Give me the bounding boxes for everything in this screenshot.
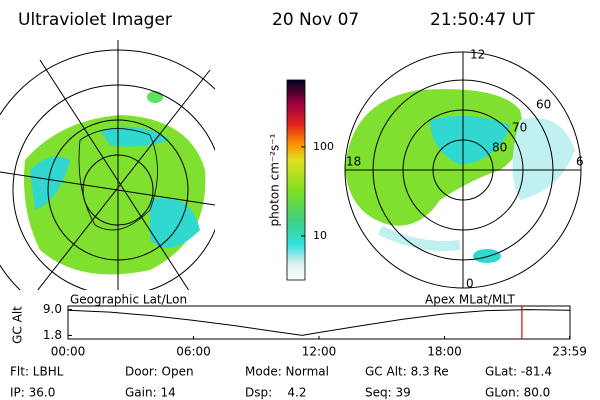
status: GLat: -81.4 bbox=[485, 365, 552, 379]
status: IP: 36.0 bbox=[10, 386, 55, 400]
status: Door: Open bbox=[125, 365, 194, 379]
status: Dsp: 4.2 bbox=[245, 386, 307, 400]
magnetic-map bbox=[345, 89, 575, 263]
x-tick-label: 12:00 bbox=[302, 345, 337, 359]
mlt-label: 0 bbox=[466, 277, 474, 291]
status: GLon: 80.0 bbox=[485, 386, 550, 400]
y-tick-label: 1.8 bbox=[43, 328, 62, 342]
y-tick-label: 9.0 bbox=[43, 302, 62, 316]
alt-line bbox=[67, 309, 571, 336]
colorbar-label: photon cm⁻²s⁻¹ bbox=[268, 133, 282, 226]
status: Seq: 39 bbox=[365, 386, 411, 400]
time: 21:50:47 UT bbox=[430, 10, 535, 30]
status: Gain: 14 bbox=[125, 386, 176, 400]
mlt-label: 6 bbox=[576, 155, 584, 169]
map-label: Apex MLat/MLT bbox=[425, 293, 515, 307]
lat-label: 80 bbox=[492, 141, 507, 155]
polar-grid bbox=[344, 51, 582, 289]
mlt-label: 12 bbox=[470, 48, 485, 62]
lat-label: 70 bbox=[512, 121, 527, 135]
alt-frame bbox=[67, 305, 571, 340]
status: GC Alt: 8.3 Re bbox=[365, 365, 449, 379]
alt-label: GC Alt bbox=[11, 306, 25, 344]
x-tick-label: 23:59 bbox=[552, 345, 587, 359]
map-label: Geographic Lat/Lon bbox=[70, 293, 187, 307]
colorbar-tick-label: 10 bbox=[313, 229, 327, 242]
colorbar-tick-label: 100 bbox=[313, 140, 334, 153]
title: Ultraviolet Imager bbox=[18, 10, 172, 30]
x-tick-label: 06:00 bbox=[176, 345, 211, 359]
date: 20 Nov 07 bbox=[272, 10, 359, 30]
mlt-label: 18 bbox=[346, 155, 361, 169]
x-tick-label: 00:00 bbox=[51, 345, 86, 359]
geographic-map bbox=[0, 40, 215, 290]
status: Flt: LBHL bbox=[10, 365, 64, 379]
lat-label: 60 bbox=[536, 98, 551, 112]
colorbar bbox=[286, 79, 306, 281]
x-tick-label: 18:00 bbox=[427, 345, 462, 359]
status: Mode: Normal bbox=[245, 365, 329, 379]
